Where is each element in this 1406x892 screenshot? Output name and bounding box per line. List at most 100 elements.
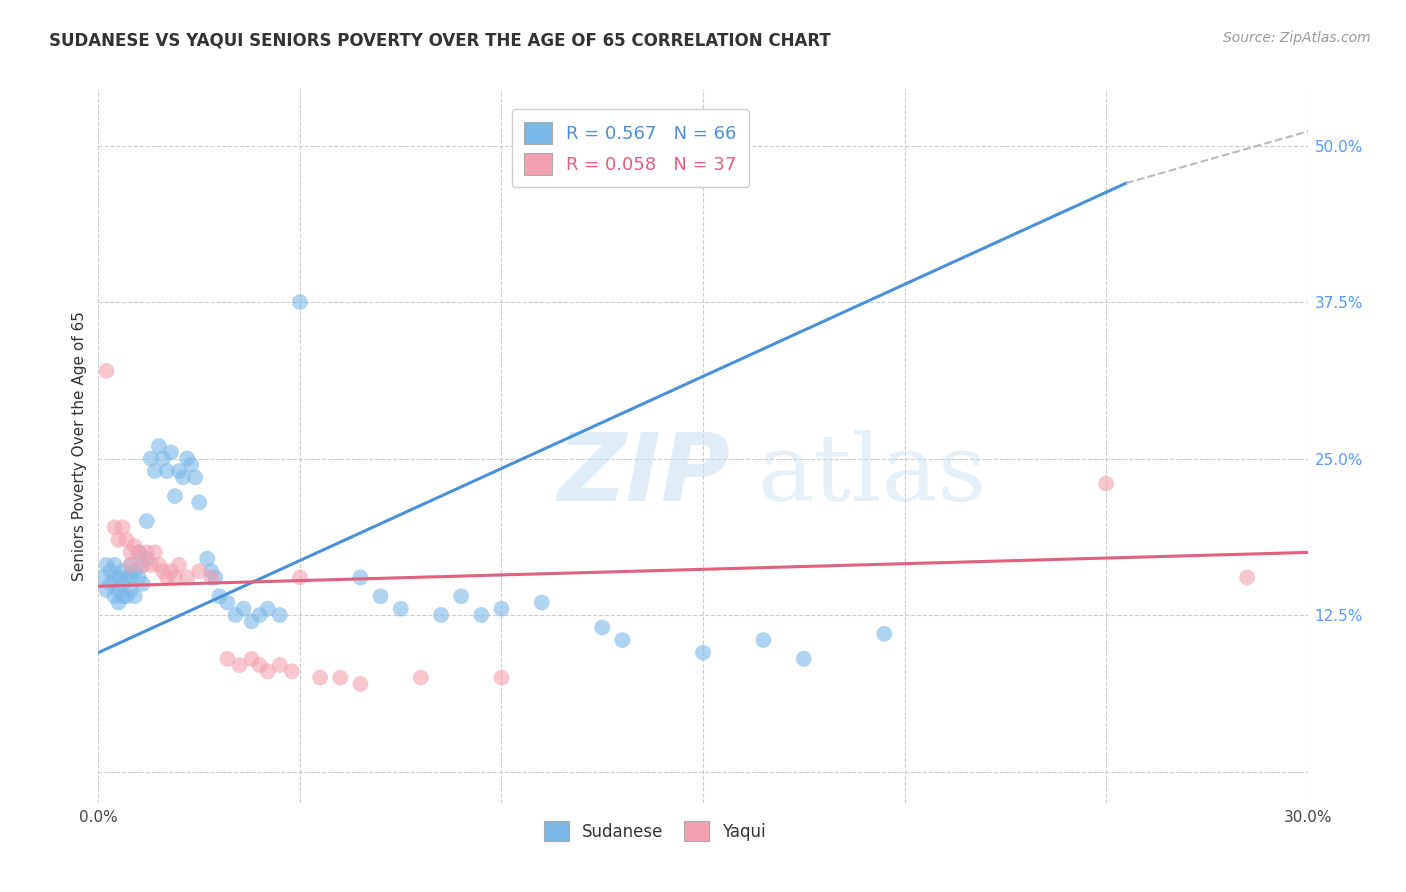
Point [143,545,166,559]
Point [115,570,138,584]
Point [96,558,118,572]
Point [188,564,211,578]
Point [152,564,174,578]
Point [120,558,142,572]
Point [195,551,218,566]
Point [115,533,138,547]
Point [491,601,513,615]
Point [184,470,207,484]
Point [269,607,291,622]
Legend: Sudanese, Yaqui: Sudanese, Yaqui [537,814,772,848]
Point [135,545,157,559]
Point [160,564,183,578]
Point [370,589,392,603]
Point [167,558,190,572]
Point [120,558,142,572]
Point [256,601,278,615]
Point [430,607,453,622]
Point [249,607,271,622]
Point [217,595,239,609]
Point [288,295,311,310]
Point [163,489,186,503]
Point [111,564,134,578]
Text: ZIP: ZIP [558,428,731,521]
Point [180,458,202,472]
Point [176,570,198,584]
Point [103,589,125,603]
Point [139,558,162,572]
Point [124,564,146,578]
Point [107,595,129,609]
Point [873,627,896,641]
Point [107,582,129,597]
Point [111,520,134,534]
Point [240,652,263,666]
Point [591,621,613,635]
Point [103,570,125,584]
Point [124,589,146,603]
Point [128,545,150,559]
Point [100,576,122,591]
Point [200,570,222,584]
Point [132,558,155,572]
Point [128,545,150,559]
Point [96,364,118,378]
Point [132,558,155,572]
Point [349,570,371,584]
Point [111,576,134,591]
Point [128,570,150,584]
Point [107,533,129,547]
Point [139,451,162,466]
Point [91,570,114,584]
Point [120,582,142,597]
Point [204,570,226,584]
Point [115,589,138,603]
Point [124,539,146,553]
Point [329,671,352,685]
Point [240,614,263,628]
Point [135,514,157,528]
Point [530,595,553,609]
Point [288,570,311,584]
Point [217,652,239,666]
Point [228,658,250,673]
Point [111,589,134,603]
Point [793,652,815,666]
Point [148,558,170,572]
Point [163,570,186,584]
Point [167,464,190,478]
Point [135,551,157,566]
Point [752,633,775,648]
Text: atlas: atlas [758,430,987,519]
Point [107,570,129,584]
Point [349,677,371,691]
Point [281,665,304,679]
Point [208,589,231,603]
Point [256,665,278,679]
Point [1236,570,1258,584]
Point [120,545,142,559]
Point [470,607,492,622]
Point [103,520,125,534]
Point [143,464,166,478]
Point [100,564,122,578]
Point [152,451,174,466]
Point [1095,476,1118,491]
Point [160,445,183,459]
Y-axis label: Seniors Poverty Over the Age of 65: Seniors Poverty Over the Age of 65 [72,311,87,581]
Point [120,570,142,584]
Point [309,671,332,685]
Point [103,558,125,572]
Point [172,470,194,484]
Point [692,646,714,660]
Point [96,582,118,597]
Text: Source: ZipAtlas.com: Source: ZipAtlas.com [1223,31,1371,45]
Point [249,658,271,673]
Point [224,607,246,622]
Point [450,589,472,603]
Point [188,495,211,509]
Point [389,601,412,615]
Point [491,671,513,685]
Point [176,451,198,466]
Point [612,633,634,648]
